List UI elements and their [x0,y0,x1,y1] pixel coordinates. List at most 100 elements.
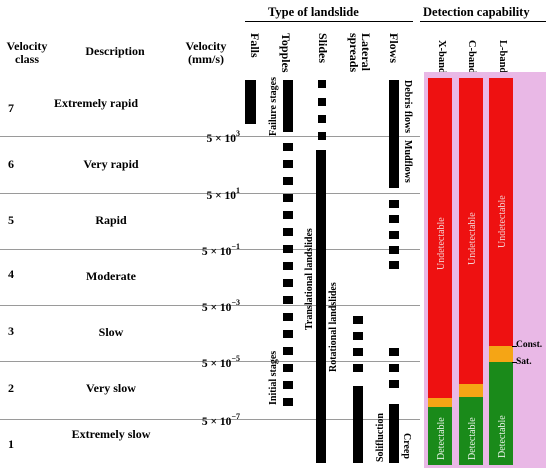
l-band-detectable-label: Detectable [497,415,508,458]
dash-segment [283,228,293,236]
type-of-landslide-rule [245,21,413,22]
x-band-detectable-label: Detectable [436,417,447,460]
x-band-undetectable [428,78,452,398]
separator-line [0,136,420,137]
dash-segment [283,364,293,372]
dash-segment [283,245,293,253]
class-description: Very slow [86,381,136,395]
class-number: 2 [8,381,14,395]
dash-segment [318,132,326,140]
dash-segment [318,98,326,106]
c-band-undetectable [459,78,483,384]
const-label: Const. [516,340,543,350]
separator-line [0,361,420,362]
dash-segment [353,316,363,324]
falls-header: Falls [248,33,262,58]
class-number: 3 [8,324,14,338]
flows-header: Flows [387,33,401,63]
x-band-undetectable-label: Undetectable [436,217,447,270]
dash-segment [283,398,293,406]
class-description: Slow [98,325,124,339]
dash-segment [283,177,293,185]
topples-header: Topples [279,33,293,73]
dash-segment [283,313,293,321]
dash-segment [353,348,363,356]
class-number: 6 [8,157,14,171]
velocity-class-header: Velocity class [6,39,48,66]
sat-label: Sat. [516,357,532,367]
dash-segment [389,348,399,356]
separator-line [0,193,420,194]
dash-segment [283,279,293,287]
type-of-landslide-title: Type of landslide [268,5,359,19]
class-description: Moderate [86,269,136,283]
velocity-threshold: 5 × 10−1 [201,242,240,258]
rotational-landslides-label: Rotational landslides [328,282,339,372]
debris-flows-label: Debris flows [402,80,413,134]
l-band-undetectable-label: Undetectable [497,195,508,248]
dash-segment [389,246,399,254]
separator-line [0,419,420,420]
dash-segment [283,160,293,168]
falls-bar [245,80,256,124]
topples-failure-bar [283,80,293,132]
l-band-detectable [489,362,513,465]
class-number: 7 [8,101,14,115]
class-description: Extremely rapid [53,96,139,110]
l-band-transition [489,346,513,362]
separator-line [0,305,420,306]
separator-line [0,249,420,250]
class-description: Extremely slow [71,427,151,441]
x-band-header: X-band [436,40,447,74]
detection-capability-rule [420,21,546,22]
c-band-detectable [459,397,483,465]
dash-segment [389,261,399,269]
c-band-header: C-band [466,40,477,74]
dash-segment [283,347,293,355]
velocity-header: Velocity (mm/s) [185,39,227,66]
c-band-detectable-label: Detectable [467,417,478,460]
class-number: 1 [8,437,14,451]
dash-segment [283,381,293,389]
initial-stages-label: Initial stages [268,350,279,405]
dash-segment [283,211,293,219]
class-number: 5 [8,213,14,227]
class-description: Rapid [95,213,127,227]
dash-segment [389,231,399,239]
velocity-threshold: 5 × 10−5 [201,354,240,370]
class-description: Very rapid [83,157,139,171]
slides-header: Slides [316,33,330,64]
c-band-transition [459,384,483,397]
velocity-threshold: 5 × 103 [206,129,240,145]
dash-segment [318,80,326,88]
translational-bar [316,150,326,463]
x-band-detectable [428,407,452,465]
dash-segment [353,332,363,340]
sat-pointer [512,362,517,363]
class-number: 4 [8,267,14,281]
dash-segment [389,215,399,223]
lateral-spreads-header: Lateral spreads [347,33,373,73]
creep-bar [389,404,399,463]
dash-segment [283,143,293,151]
dash-segment [389,364,399,372]
dash-segment [283,296,293,304]
velocity-threshold: 5 × 10−7 [201,412,240,428]
c-band-undetectable-label: Undetectable [467,212,478,265]
failure-stages-label: Failure stages [268,77,279,136]
creep-label: Creep [401,433,412,459]
const-pointer [512,346,517,347]
translational-landslides-label: Translational landslides [304,228,315,330]
velocity-threshold: 5 × 101 [206,186,240,202]
dash-segment [353,364,363,372]
dash-segment [389,200,399,208]
velocity-threshold: 5 × 10−3 [201,298,240,314]
dash-segment [283,194,293,202]
mudflows-label: Mudflows [402,140,413,183]
solifluction-label: Solifluction [375,413,386,462]
x-band-transition [428,398,452,407]
detection-capability-title: Detection capability [423,5,530,19]
dash-segment [389,380,399,388]
dash-segment [283,330,293,338]
description-header: Description [85,44,145,58]
